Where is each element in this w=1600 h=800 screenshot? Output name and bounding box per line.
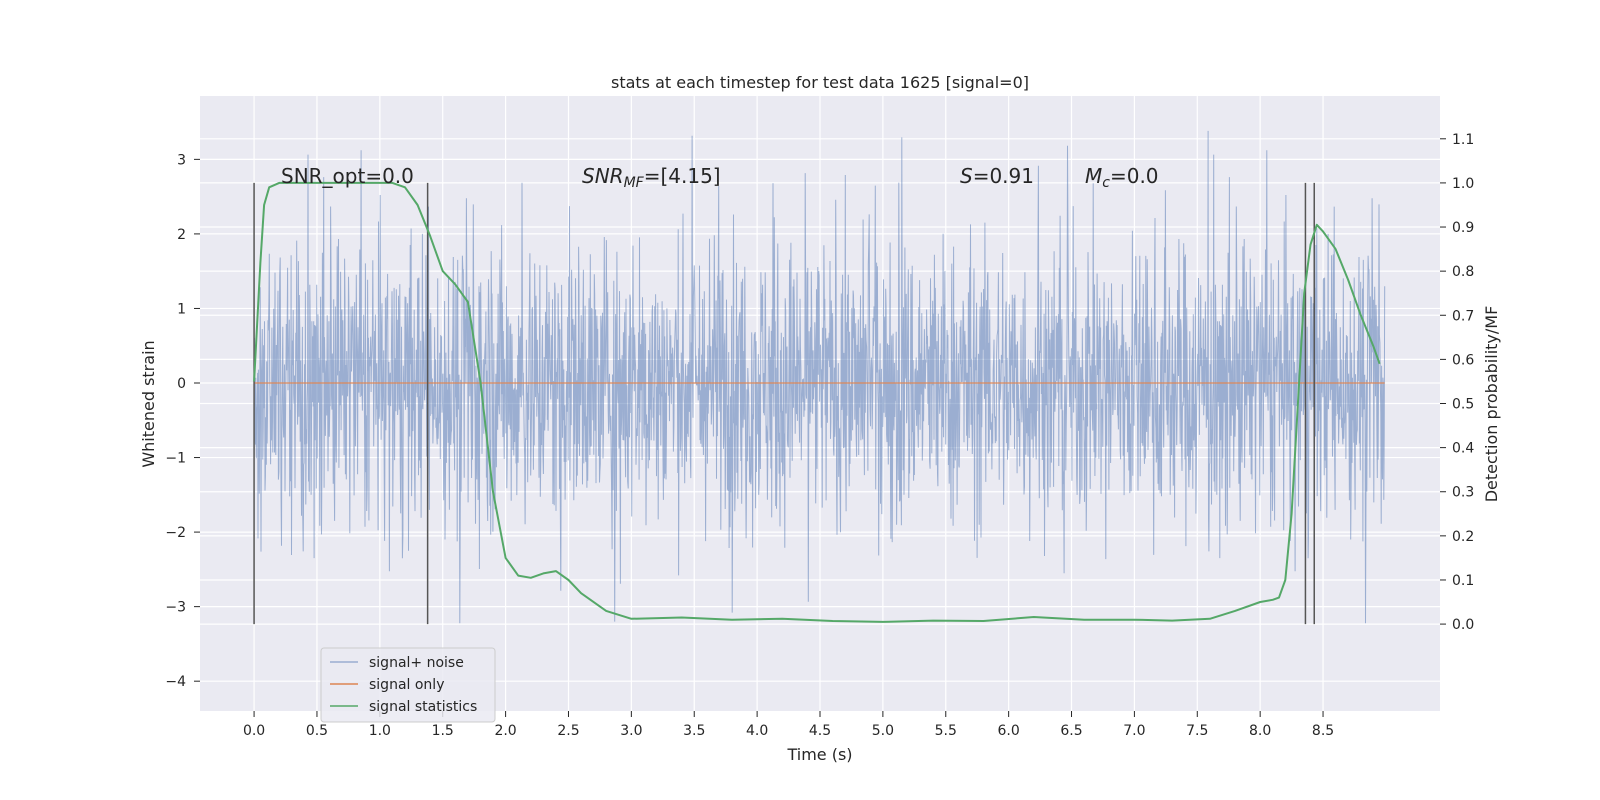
y-tick-label: −1 [165, 451, 186, 467]
x-tick-label: 6.0 [998, 723, 1020, 739]
annotation-snr-opt: SNR_opt=0.0 [281, 164, 414, 188]
legend: signal+ noise signal only signal statist… [320, 647, 496, 723]
y2-tick-label: 0.2 [1452, 529, 1474, 545]
series-signal-noise [253, 130, 1386, 624]
annotation-mc-sub: c [1102, 175, 1110, 191]
annotation-mc-main: M [1085, 164, 1102, 188]
x-tick-label: 0.0 [243, 723, 265, 739]
y-tick-label: −3 [165, 600, 186, 616]
y2-tick-label: 0.4 [1452, 441, 1474, 457]
annotation-snr-mf: SNRMF=[4.15] [582, 164, 721, 191]
x-tick-label: 3.5 [683, 723, 705, 739]
x-tick-label: 7.0 [1123, 723, 1145, 739]
x-tick-label: 4.0 [746, 723, 768, 739]
x-tick-label: 4.5 [809, 723, 831, 739]
x-axis-label: Time (s) [786, 745, 852, 764]
signal-statistics-line [253, 181, 1381, 623]
x-tick-label: 0.5 [306, 723, 328, 739]
y2-tick-label: 0.0 [1452, 617, 1474, 633]
x-tick-label: 8.5 [1312, 723, 1334, 739]
x-tick-label: 5.0 [872, 723, 894, 739]
legend-label-signal-noise: signal+ noise [369, 655, 464, 671]
signal-noise-line [253, 130, 1386, 624]
chart-title: stats at each timestep for test data 162… [611, 73, 1029, 92]
annotations: SNR_opt=0.0 SNRMF=[4.15] S=0.91 Mc=0.0 [281, 164, 1159, 191]
x-axis-ticks: 0.0 0.5 1.0 1.5 2.0 2.5 3.0 3.5 4.0 4.5 5.0 5.5 6.0 6… [243, 711, 1334, 739]
vertical-markers [253, 182, 1315, 625]
x-tick-label: 2.0 [494, 723, 516, 739]
y2-tick-label: 1.0 [1452, 176, 1474, 192]
y2-tick-label: 0.1 [1452, 573, 1474, 589]
x-tick-label: 1.0 [369, 723, 391, 739]
legend-box [320, 647, 496, 723]
y2-tick-label: 1.1 [1452, 132, 1474, 148]
y-tick-label: 0 [177, 376, 186, 392]
y-tick-label: 2 [177, 227, 186, 243]
x-tick-label: 6.5 [1060, 723, 1082, 739]
y2-tick-label: 0.3 [1452, 485, 1474, 501]
annotation-mc-value: =0.0 [1110, 164, 1159, 188]
y-tick-label: −4 [165, 674, 186, 690]
legend-label-signal-only: signal only [369, 677, 444, 693]
x-tick-label: 7.5 [1186, 723, 1208, 739]
x-tick-label: 2.5 [557, 723, 579, 739]
x-tick-label: 3.0 [620, 723, 642, 739]
annotation-snr-mf-main: SNR [582, 164, 624, 188]
y-tick-label: 3 [177, 152, 186, 168]
y2-tick-label: 0.7 [1452, 308, 1474, 324]
y2-tick-label: 0.5 [1452, 397, 1474, 413]
x-tick-label: 8.0 [1249, 723, 1271, 739]
y2-tick-label: 0.8 [1452, 264, 1474, 280]
y-axis-ticks: 3 2 1 0 −1 −2 −3 −4 [165, 152, 200, 690]
y-tick-label: 1 [177, 301, 186, 317]
annotation-s: S=0.91 [960, 164, 1034, 188]
annotation-snr-mf-sub: MF [624, 175, 645, 191]
annotation-snr-mf-value: =[4.15] [644, 164, 721, 188]
annotation-s-main: S [960, 164, 973, 188]
y-tick-label: −2 [165, 525, 186, 541]
annotation-mc: Mc=0.0 [1085, 164, 1159, 191]
x-tick-label: 1.5 [432, 723, 454, 739]
x-tick-label: 5.5 [935, 723, 957, 739]
y2-axis-ticks: 1.1 1.0 0.9 0.8 0.7 0.6 0.5 0.4 0.3 0.2 0.1 0.0 [1440, 132, 1474, 633]
y-axis-label: Whitened strain [139, 340, 158, 467]
y2-tick-label: 0.6 [1452, 352, 1474, 368]
legend-label-signal-statistics: signal statistics [369, 699, 477, 715]
y2-axis-label: Detection probability/MF [1482, 306, 1501, 503]
annotation-s-value: =0.91 [973, 164, 1034, 188]
series-signal-statistics [253, 181, 1381, 623]
y2-tick-label: 0.9 [1452, 220, 1474, 236]
